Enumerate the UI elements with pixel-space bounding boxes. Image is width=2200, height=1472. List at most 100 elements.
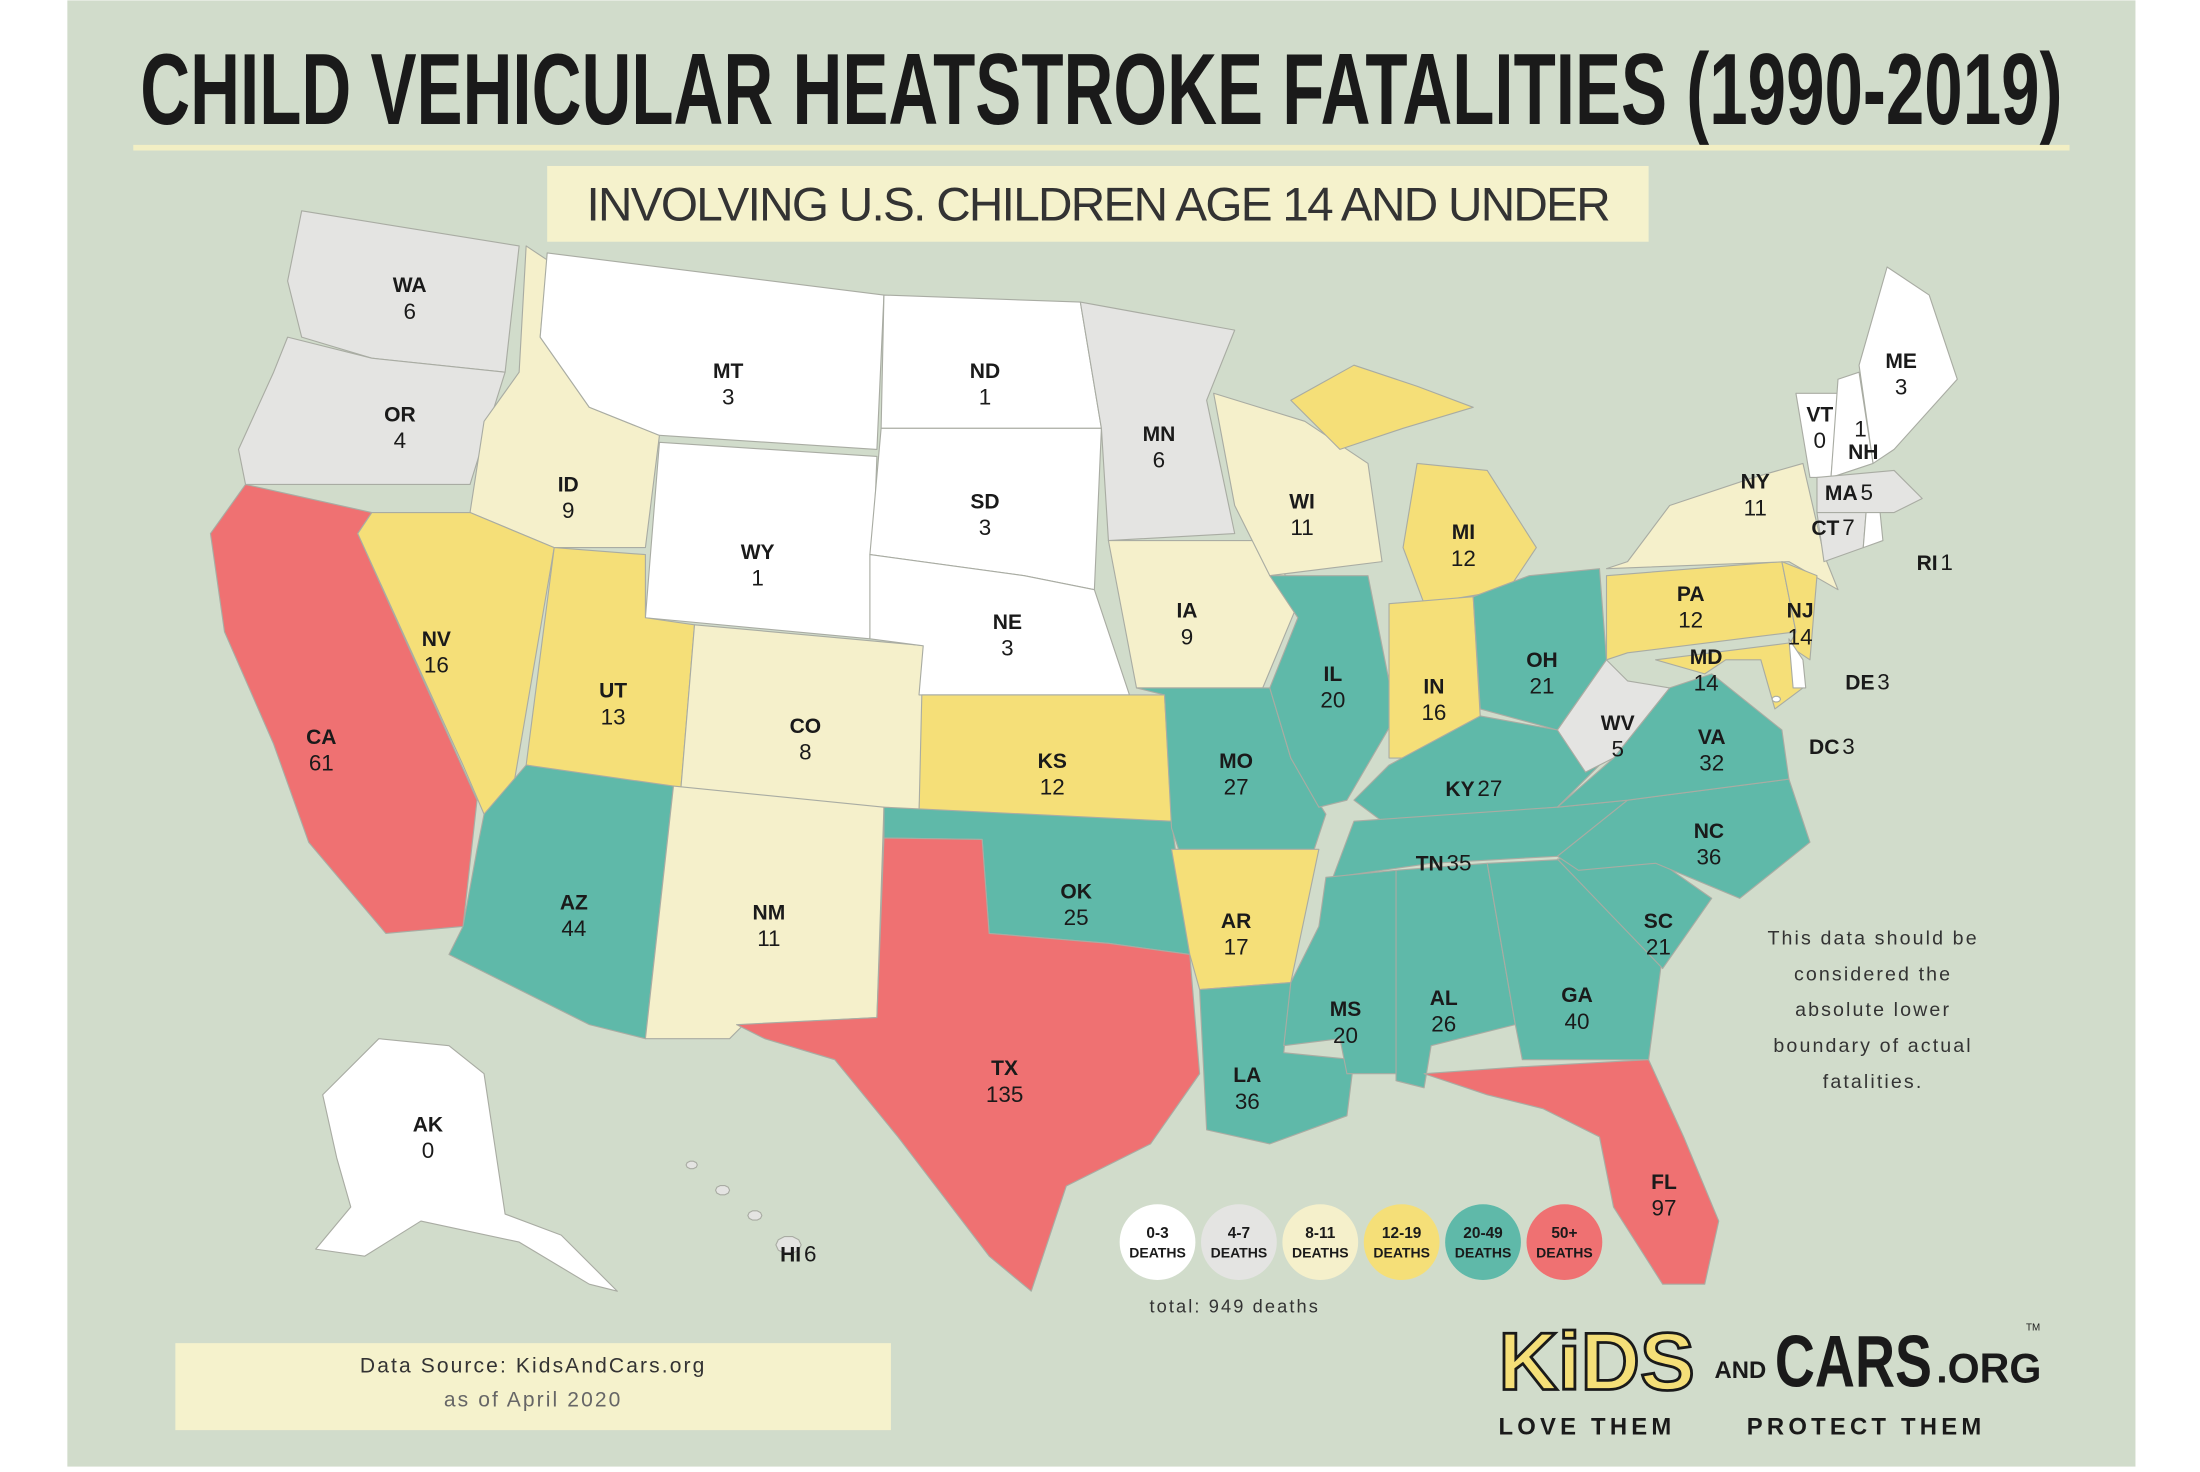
- state-abbr: AZ: [560, 892, 588, 915]
- state-count: 135: [986, 1082, 1023, 1107]
- state-abbr: RI: [1917, 552, 1938, 575]
- state-count: 36: [1235, 1089, 1260, 1114]
- state-count: 3: [1842, 734, 1854, 759]
- state-abbr: TN: [1416, 852, 1444, 875]
- state-count: 35: [1447, 850, 1472, 875]
- note-line: absolute lower: [1795, 999, 1951, 1021]
- state-abbr: MT: [713, 360, 744, 383]
- state-shape: [685, 1160, 698, 1170]
- state-abbr: NE: [993, 611, 1022, 634]
- state-abbr: MA: [1825, 482, 1858, 505]
- tagline-right: PROTECT THEM: [1747, 1413, 1986, 1440]
- state-count: 3: [1001, 636, 1013, 661]
- state-count: 3: [979, 515, 991, 540]
- state-count: 12: [1451, 546, 1476, 571]
- state-shape: [1781, 561, 1818, 661]
- state-count: 26: [1431, 1012, 1456, 1037]
- legend-label: 0-3: [1146, 1225, 1169, 1242]
- state-abbr: NH: [1848, 441, 1878, 464]
- state-abbr: OR: [384, 403, 416, 426]
- subtitle-box: [547, 165, 1649, 242]
- state-abbr: PA: [1677, 583, 1705, 606]
- state-shape: [1605, 561, 1797, 661]
- state-abbr: ME: [1885, 350, 1917, 373]
- state-abbr: DE: [1845, 671, 1874, 694]
- state-shape: [1079, 301, 1236, 542]
- legend-swatch: [1363, 1204, 1440, 1280]
- state-shape: [1816, 469, 1923, 514]
- subtitle: INVOLVING U.S. CHILDREN AGE 14 AND UNDER: [586, 179, 1610, 232]
- state-abbr: TX: [991, 1057, 1018, 1080]
- state-shape: [715, 1184, 731, 1196]
- state-count: 6: [1153, 448, 1165, 473]
- state-abbr: WA: [393, 274, 427, 297]
- note-line: fatalities.: [1823, 1071, 1924, 1093]
- state-abbr: WV: [1601, 712, 1635, 735]
- legend-label: 20-49: [1463, 1225, 1502, 1242]
- state-shape: [315, 1038, 618, 1292]
- legend-label: 4-7: [1228, 1225, 1250, 1242]
- state-count: 97: [1652, 1195, 1677, 1220]
- state-abbr: SD: [970, 490, 999, 513]
- state-abbr: NC: [1694, 820, 1724, 843]
- state-abbr: NY: [1741, 471, 1770, 494]
- note: This data should be considered the absolut…: [1767, 928, 1976, 1093]
- legend: 0-3 DEATHS 4-7 DEATHS 8-11 DEATHS 12-19 DEATHS 2…: [1119, 1204, 1603, 1280]
- state-count: 14: [1694, 671, 1719, 696]
- state-abbr: HI: [780, 1244, 801, 1267]
- legend-label: 12-19: [1382, 1225, 1421, 1242]
- legend-label: 50+: [1551, 1225, 1577, 1242]
- state-shape: [775, 1235, 802, 1254]
- state-abbr: MD: [1690, 646, 1723, 669]
- state-abbr: MO: [1219, 750, 1253, 773]
- state-count: 9: [1181, 624, 1193, 649]
- state-count: 25: [1064, 905, 1089, 930]
- state-abbr: NV: [422, 628, 451, 651]
- state-count: 3: [1877, 669, 1889, 694]
- state-abbr: UT: [599, 680, 627, 703]
- state-count: 3: [722, 384, 734, 409]
- total: total: 949 deaths: [1149, 1295, 1320, 1316]
- state-shape: [736, 837, 1201, 1292]
- state-abbr: CA: [306, 726, 336, 749]
- state-count: 5: [1611, 737, 1623, 762]
- state-count: 4: [394, 428, 406, 453]
- legend-unit: DEATHS: [1536, 1245, 1593, 1261]
- state-count: 44: [561, 916, 586, 941]
- state-abbr: NJ: [1787, 600, 1814, 623]
- state-shape: [1771, 695, 1782, 703]
- state-abbr: SC: [1644, 910, 1673, 933]
- title: CHILD VEHICULAR HEATSTROKE FATALITIES (1…: [140, 34, 2062, 146]
- state-abbr: NM: [753, 901, 786, 924]
- state-count: 7: [1842, 515, 1854, 540]
- state-count: 12: [1678, 608, 1703, 633]
- source-box: [175, 1343, 891, 1431]
- state-count: 11: [757, 926, 780, 951]
- legend-swatch: [1445, 1204, 1521, 1280]
- state-shape: [1788, 638, 1807, 689]
- state-count: 0: [1814, 428, 1826, 453]
- legend-unit: DEATHS: [1211, 1245, 1268, 1261]
- tagline-left: LOVE THEM: [1498, 1413, 1675, 1440]
- legend-unit: DEATHS: [1129, 1245, 1186, 1261]
- state-shape: [1353, 715, 1608, 822]
- state-count: 40: [1565, 1009, 1590, 1034]
- state-shape: [1290, 364, 1474, 450]
- state-count: 20: [1333, 1023, 1358, 1048]
- legend-swatch: [1282, 1204, 1359, 1280]
- logo-kids: KiDS: [1498, 1316, 1694, 1407]
- state-count: 11: [1290, 515, 1313, 540]
- state-abbr: KS: [1038, 750, 1067, 773]
- state-count: 27: [1224, 775, 1249, 800]
- state-shape: [1858, 266, 1958, 464]
- state-shape: [1107, 540, 1299, 689]
- state-count: 36: [1696, 845, 1721, 870]
- state-shape: [237, 336, 506, 486]
- logo-org: .ORG: [1936, 1344, 2041, 1391]
- state-count: 27: [1477, 776, 1502, 801]
- logo-cars: CARS: [1775, 1322, 1932, 1403]
- state-count: 61: [309, 751, 334, 776]
- state-abbr: CO: [790, 715, 822, 738]
- state-abbr: KY: [1445, 778, 1474, 801]
